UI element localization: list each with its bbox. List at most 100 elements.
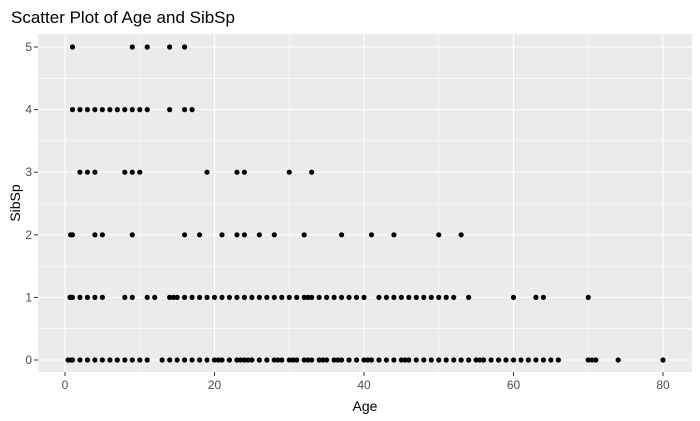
data-point xyxy=(391,232,397,238)
data-point xyxy=(331,357,337,363)
data-point xyxy=(69,107,76,113)
data-point xyxy=(174,294,180,300)
data-point xyxy=(466,357,472,363)
data-point xyxy=(398,357,404,363)
data-point xyxy=(99,357,105,363)
x-tick-label: 60 xyxy=(507,378,521,392)
data-point xyxy=(548,357,554,363)
data-point xyxy=(301,232,307,238)
data-point xyxy=(589,357,595,363)
data-point xyxy=(585,357,591,363)
x-tick-label: 20 xyxy=(208,378,222,392)
data-point xyxy=(129,232,135,238)
data-point xyxy=(428,357,434,363)
data-point xyxy=(615,357,621,363)
data-point xyxy=(77,107,83,113)
data-point xyxy=(361,294,367,300)
data-point xyxy=(346,357,352,363)
data-point xyxy=(219,232,225,238)
data-point xyxy=(290,357,296,363)
data-point xyxy=(361,357,367,363)
data-point xyxy=(84,169,91,175)
data-point xyxy=(249,294,255,300)
x-tick-label: 0 xyxy=(62,378,69,392)
data-point xyxy=(129,107,135,113)
data-point xyxy=(219,357,225,363)
data-point xyxy=(510,294,517,300)
data-point xyxy=(275,357,281,363)
data-point xyxy=(92,232,98,238)
data-point xyxy=(167,294,173,300)
data-point xyxy=(69,44,76,50)
data-point xyxy=(182,357,188,363)
data-point xyxy=(182,107,188,113)
data-point xyxy=(92,294,98,300)
data-point xyxy=(458,232,464,238)
data-point xyxy=(170,294,176,300)
data-point xyxy=(114,357,120,363)
data-point xyxy=(301,294,307,300)
data-point xyxy=(335,357,341,363)
data-point xyxy=(69,357,76,363)
data-point xyxy=(256,232,262,238)
data-point xyxy=(77,294,83,300)
data-point xyxy=(226,357,233,363)
data-point xyxy=(533,294,539,300)
data-point xyxy=(368,232,375,238)
data-point xyxy=(477,357,483,363)
data-point xyxy=(99,294,105,300)
data-point xyxy=(256,357,262,363)
data-point xyxy=(144,294,150,300)
data-point xyxy=(92,357,98,363)
data-point xyxy=(353,294,360,300)
data-point xyxy=(189,357,195,363)
data-point xyxy=(443,357,449,363)
data-point xyxy=(525,357,532,363)
data-point xyxy=(241,169,247,175)
data-point xyxy=(114,107,120,113)
data-point xyxy=(383,357,390,363)
data-point xyxy=(488,357,494,363)
data-point xyxy=(518,357,524,363)
y-tick-label: 3 xyxy=(25,165,32,179)
data-point xyxy=(122,169,128,175)
data-point xyxy=(466,294,472,300)
data-point xyxy=(533,357,539,363)
data-point xyxy=(451,294,457,300)
data-point xyxy=(294,357,300,363)
data-point xyxy=(256,294,262,300)
data-point xyxy=(204,357,210,363)
data-point xyxy=(309,357,315,363)
data-point xyxy=(137,107,143,113)
data-point xyxy=(189,294,195,300)
y-tick-label: 2 xyxy=(25,228,32,242)
data-point xyxy=(593,357,599,363)
data-point xyxy=(84,294,91,300)
data-point xyxy=(391,357,397,363)
data-point xyxy=(555,357,561,363)
data-point xyxy=(413,294,419,300)
y-tick-label: 0 xyxy=(25,353,32,367)
x-tick-label: 40 xyxy=(357,378,371,392)
y-tick-label: 1 xyxy=(25,290,32,304)
data-point xyxy=(77,357,83,363)
data-point xyxy=(107,107,113,113)
data-point xyxy=(204,169,210,175)
data-point xyxy=(585,294,591,300)
data-point xyxy=(346,294,352,300)
data-point xyxy=(338,232,345,238)
data-point xyxy=(129,169,135,175)
data-point xyxy=(406,357,412,363)
data-point xyxy=(279,357,285,363)
data-point xyxy=(376,294,382,300)
data-point xyxy=(84,107,91,113)
data-point xyxy=(196,232,203,238)
data-point xyxy=(234,294,240,300)
data-point xyxy=(182,294,188,300)
data-point xyxy=(174,357,180,363)
data-point xyxy=(540,357,547,363)
data-point xyxy=(69,294,76,300)
data-point xyxy=(99,107,105,113)
data-point xyxy=(368,357,375,363)
data-point xyxy=(436,357,442,363)
